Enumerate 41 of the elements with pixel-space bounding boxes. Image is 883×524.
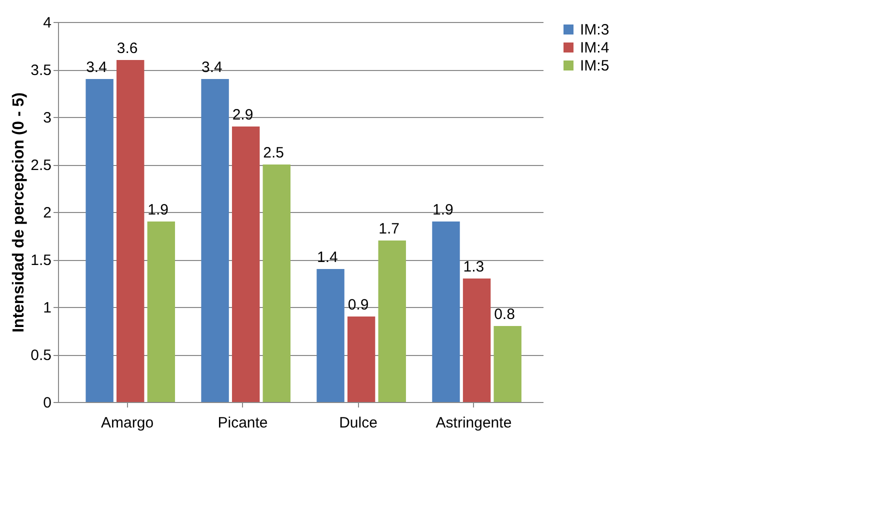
legend-label: IM:5 bbox=[580, 58, 610, 74]
y-tick-label: 0.5 bbox=[30, 347, 52, 364]
y-tick-label: 3 bbox=[43, 110, 52, 126]
data-label: 3.6 bbox=[116, 40, 138, 57]
x-tick-label: Dulce bbox=[339, 414, 378, 432]
data-label: 1.9 bbox=[148, 202, 169, 218]
data-label: 2.9 bbox=[232, 106, 254, 124]
data-label: 3.4 bbox=[202, 59, 222, 76]
data-label: 2.5 bbox=[263, 144, 284, 162]
bar bbox=[494, 326, 522, 402]
legend-label: IM:3 bbox=[580, 22, 610, 38]
y-tick-label: 1 bbox=[43, 300, 52, 316]
bar bbox=[232, 126, 260, 402]
bar bbox=[262, 164, 290, 402]
x-tick-label: Amargo bbox=[101, 414, 154, 432]
bar bbox=[347, 316, 376, 402]
y-tick-label: 3.5 bbox=[30, 62, 52, 79]
bar bbox=[462, 278, 491, 402]
y-tick-label: 0 bbox=[43, 394, 52, 412]
x-tick-label: Picante bbox=[218, 414, 268, 432]
legend-label: IM:4 bbox=[580, 40, 610, 56]
data-label: 0.8 bbox=[494, 306, 515, 323]
bar bbox=[378, 240, 406, 402]
bar bbox=[201, 79, 229, 402]
y-tick-label: 4 bbox=[43, 14, 52, 32]
bar bbox=[147, 222, 176, 402]
bar bbox=[86, 79, 114, 402]
x-tick-label: Astringente bbox=[436, 414, 512, 432]
bar bbox=[116, 60, 144, 402]
y-tick-label: 2.5 bbox=[30, 157, 52, 174]
y-axis-title: Intensidad de percepcion (0 - 5) bbox=[10, 92, 28, 333]
data-label: 1.3 bbox=[463, 258, 484, 276]
data-label: 1.4 bbox=[317, 249, 338, 266]
y-tick-label: 2 bbox=[43, 204, 52, 222]
data-label: 1.7 bbox=[378, 220, 400, 238]
data-label: 1.9 bbox=[432, 202, 454, 218]
data-label: 3.4 bbox=[86, 59, 107, 76]
data-label: 0.9 bbox=[348, 296, 369, 314]
y-tick-label: 1.5 bbox=[30, 252, 52, 269]
bar bbox=[316, 269, 344, 402]
bar bbox=[432, 222, 460, 402]
